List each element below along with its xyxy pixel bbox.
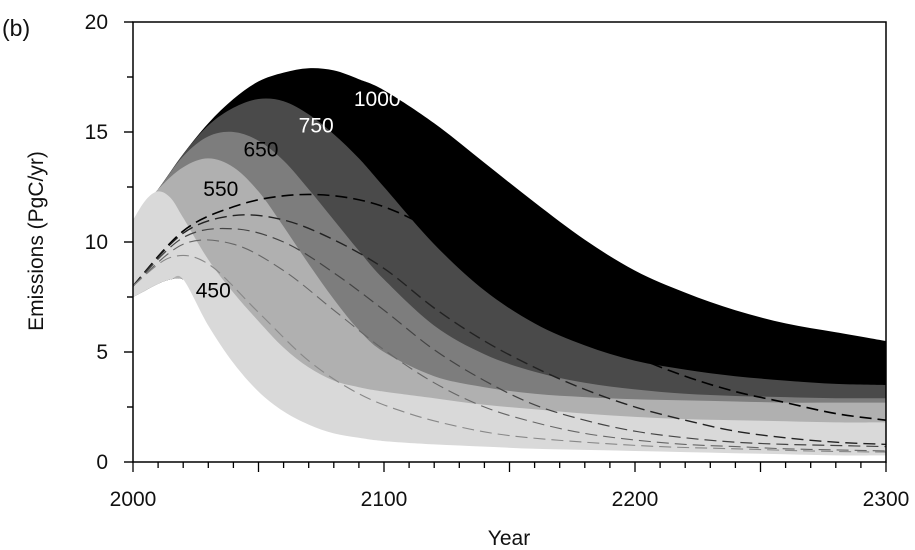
band-550 <box>133 158 886 445</box>
band-label-550: 550 <box>203 178 238 201</box>
x-tick-label: 2000 <box>110 488 157 511</box>
emission-bands <box>133 68 886 456</box>
band-label-1000: 1000 <box>354 88 401 111</box>
dashed-path-5 <box>132 254 887 453</box>
y-tick-label: 20 <box>85 11 108 34</box>
dashed-path-2 <box>132 214 887 446</box>
panel-label: (b) <box>2 15 30 41</box>
band-label-750: 750 <box>299 114 334 137</box>
axis-ticks <box>124 21 887 472</box>
dashed-path-4 <box>132 239 887 452</box>
y-axis-title: Emissions (PgC/yr) <box>25 151 48 331</box>
band-label-450: 450 <box>196 279 231 302</box>
y-tick-label: 0 <box>96 451 108 474</box>
axis-tick-labels: 0 5 10 15 20 2000 2100 2200 2300 <box>85 11 910 511</box>
x-tick-label: 2300 <box>863 488 910 511</box>
band-label-650: 650 <box>243 139 278 162</box>
x-tick-label: 2200 <box>612 488 659 511</box>
band-450 <box>133 191 886 456</box>
y-tick-label: 10 <box>85 231 108 254</box>
x-tick-label: 2100 <box>361 488 408 511</box>
y-tick-label: 15 <box>85 121 108 144</box>
x-axis-title: Year <box>488 527 530 550</box>
dashed-path-1 <box>132 193 887 421</box>
dashed-path-3 <box>132 227 887 448</box>
dashed-emission-paths <box>132 193 887 453</box>
y-tick-label: 5 <box>96 341 108 364</box>
